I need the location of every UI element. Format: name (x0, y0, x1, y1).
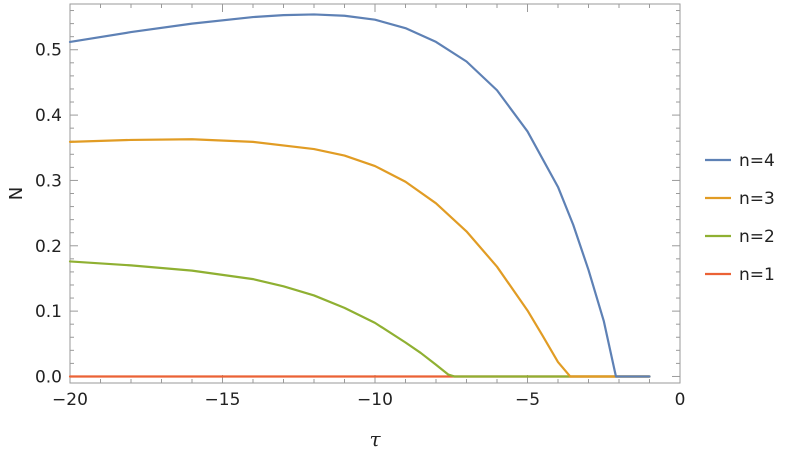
y-tick-label: 0.1 (35, 302, 62, 322)
series-layer (68, 13, 651, 378)
plot-frame (69, 3, 681, 384)
legend-item-n1: n=1 (705, 265, 775, 285)
legend-label: n=3 (739, 189, 775, 209)
x-tick-label: −20 (52, 390, 88, 410)
y-tick-label: 0.3 (35, 171, 62, 191)
x-axis-label: τ (369, 427, 381, 451)
x-tick-label: −5 (515, 390, 540, 410)
y-tick-label: 0.4 (35, 106, 62, 126)
legend-label: n=1 (739, 265, 775, 285)
legend: n=4 n=3 n=2 n=1 (705, 151, 775, 285)
y-axis-label: N (6, 187, 27, 200)
y-tick-label: 0.5 (35, 41, 62, 61)
legend-label: n=2 (739, 227, 775, 247)
series-line-n3 (68, 138, 651, 378)
y-tick-label: 0.0 (35, 367, 62, 387)
series-line-n4 (68, 13, 651, 378)
x-tick-label: −10 (357, 390, 393, 410)
y-axis-ticks: 0.0 0.1 0.2 0.3 0.4 0.5 (35, 10, 680, 387)
legend-item-n4: n=4 (705, 151, 775, 171)
legend-item-n2: n=2 (705, 227, 775, 247)
legend-item-n3: n=3 (705, 189, 775, 209)
x-axis-ticks: −20 −15 −10 −5 0 (52, 4, 685, 410)
series-line-n2 (68, 260, 651, 378)
y-tick-label: 0.2 (35, 237, 62, 257)
legend-label: n=4 (739, 151, 775, 171)
x-tick-label: −15 (205, 390, 241, 410)
x-tick-label: 0 (675, 390, 686, 410)
